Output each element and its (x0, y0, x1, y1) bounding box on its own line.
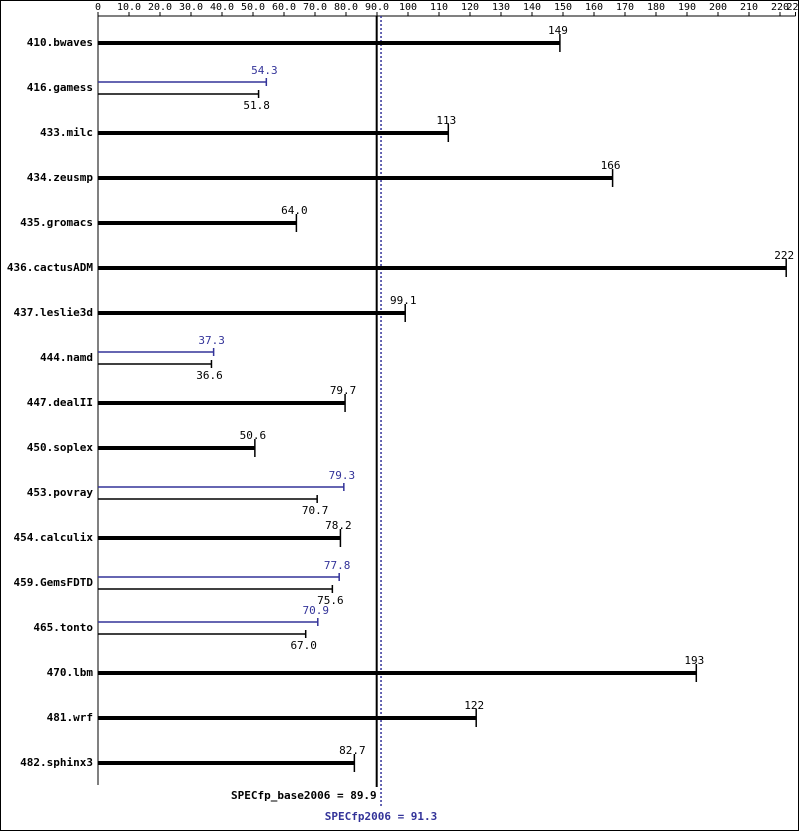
value-label: 113 (436, 114, 456, 127)
value-label: 70.7 (302, 504, 329, 517)
value-label: 75.6 (317, 594, 344, 607)
value-label: 166 (601, 159, 621, 172)
category-label: 482.sphinx3 (20, 756, 93, 769)
x-tick-label: 130 (492, 2, 510, 13)
x-tick-label: 50.0 (241, 2, 265, 13)
value-label: 36.6 (196, 369, 223, 382)
x-tick-label: 90.0 (365, 2, 389, 13)
value-label: 82.7 (339, 744, 366, 757)
value-label: 78.2 (325, 519, 352, 532)
x-tick-label: 0 (95, 2, 101, 13)
category-label: 436.cactusADM (7, 261, 93, 274)
value-label: 122 (464, 699, 484, 712)
x-tick-label: 220 (771, 2, 789, 13)
x-tick-label: 150 (554, 2, 572, 13)
category-label: 459.GemsFDTD (14, 576, 94, 589)
category-label: 450.soplex (27, 441, 94, 454)
value-label: 79.7 (330, 384, 357, 397)
value-label: 222 (774, 249, 794, 262)
x-tick-label: 110 (430, 2, 448, 13)
x-tick-label: 80.0 (334, 2, 358, 13)
category-label: 481.wrf (47, 711, 93, 724)
category-label: 470.lbm (47, 666, 94, 679)
x-tick-label: 60.0 (272, 2, 296, 13)
reference-label: SPECfp_base2006 = 89.9 (231, 789, 377, 802)
value-label: 77.8 (324, 559, 351, 572)
x-tick-label: 40.0 (210, 2, 234, 13)
value-label: 37.3 (198, 334, 225, 347)
category-label: 435.gromacs (20, 216, 93, 229)
category-label: 410.bwaves (27, 36, 93, 49)
x-tick-label: 30.0 (179, 2, 203, 13)
x-tick-label: 225 (786, 2, 799, 13)
value-label: 51.8 (243, 99, 270, 112)
category-label: 447.dealII (27, 396, 93, 409)
x-tick-label: 210 (740, 2, 758, 13)
x-tick-label: 10.0 (117, 2, 141, 13)
x-tick-label: 120 (461, 2, 479, 13)
category-label: 416.gamess (27, 81, 93, 94)
category-label: 437.leslie3d (14, 306, 93, 319)
value-label: 149 (548, 24, 568, 37)
x-tick-label: 160 (585, 2, 603, 13)
x-tick-label: 20.0 (148, 2, 172, 13)
x-tick-label: 170 (616, 2, 634, 13)
reference-label: SPECfp2006 = 91.3 (325, 810, 438, 823)
value-label: 50.6 (240, 429, 267, 442)
category-label: 433.milc (40, 126, 93, 139)
value-label: 70.9 (303, 604, 330, 617)
category-label: 444.namd (40, 351, 93, 364)
x-tick-label: 70.0 (303, 2, 327, 13)
value-label: 67.0 (290, 639, 317, 652)
x-tick-label: 200 (709, 2, 727, 13)
value-label: 99.1 (390, 294, 417, 307)
x-tick-label: 190 (678, 2, 696, 13)
x-tick-label: 140 (523, 2, 541, 13)
x-tick-label: 100 (399, 2, 417, 13)
value-label: 193 (684, 654, 704, 667)
x-tick-label: 180 (647, 2, 665, 13)
category-label: 465.tonto (33, 621, 93, 634)
category-label: 453.povray (27, 486, 94, 499)
value-label: 54.3 (251, 64, 278, 77)
value-label: 64.0 (281, 204, 308, 217)
value-label: 79.3 (329, 469, 356, 482)
category-label: 454.calculix (14, 531, 94, 544)
category-label: 434.zeusmp (27, 171, 94, 184)
